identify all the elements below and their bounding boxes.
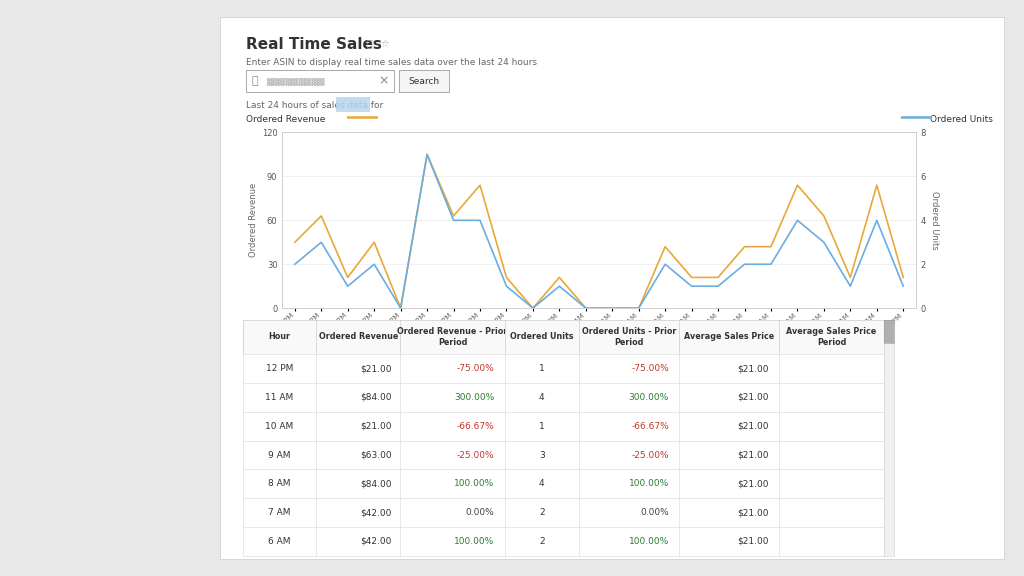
Text: 12 PM: 12 PM: [266, 364, 293, 373]
Text: -75.00%: -75.00%: [457, 364, 495, 373]
Text: 2: 2: [539, 508, 545, 517]
Text: 9 AM: 9 AM: [268, 450, 291, 460]
Text: $63.00: $63.00: [360, 450, 392, 460]
Text: 300.00%: 300.00%: [629, 393, 669, 402]
Text: $84.00: $84.00: [360, 393, 392, 402]
Text: Ordered Units: Ordered Units: [510, 332, 573, 342]
Text: $42.00: $42.00: [360, 508, 392, 517]
Text: Average Sales Price
Period: Average Sales Price Period: [786, 327, 877, 347]
Text: -25.00%: -25.00%: [457, 450, 495, 460]
Text: ▓▓▓▓▓▓▓▓▓: ▓▓▓▓▓▓▓▓▓: [266, 77, 325, 86]
Text: -66.67%: -66.67%: [457, 422, 495, 431]
Text: 100.00%: 100.00%: [454, 537, 495, 546]
Text: $21.00: $21.00: [737, 422, 769, 431]
Text: -25.00%: -25.00%: [631, 450, 669, 460]
Text: $21.00: $21.00: [360, 364, 392, 373]
Text: 6 AM: 6 AM: [268, 537, 291, 546]
Text: 1: 1: [539, 422, 545, 431]
Text: Ordered Units - Prior
Period: Ordered Units - Prior Period: [582, 327, 676, 347]
Text: 100.00%: 100.00%: [629, 479, 669, 488]
Text: ☆: ☆: [380, 39, 389, 48]
Text: $21.00: $21.00: [737, 450, 769, 460]
Text: ⓘ: ⓘ: [367, 39, 373, 48]
Text: Ordered Revenue - Prior
Period: Ordered Revenue - Prior Period: [397, 327, 508, 347]
Text: $21.00: $21.00: [737, 508, 769, 517]
Text: Hour: Hour: [268, 332, 291, 342]
Text: $21.00: $21.00: [737, 479, 769, 488]
Text: Ordered Revenue: Ordered Revenue: [246, 115, 326, 124]
Text: Enter ASIN to display real time sales data over the last 24 hours: Enter ASIN to display real time sales da…: [246, 58, 537, 67]
Text: 3: 3: [539, 450, 545, 460]
Text: $84.00: $84.00: [360, 479, 392, 488]
Text: $21.00: $21.00: [360, 422, 392, 431]
Text: 300.00%: 300.00%: [454, 393, 495, 402]
Text: 0.00%: 0.00%: [640, 508, 669, 517]
Text: 7 AM: 7 AM: [268, 508, 291, 517]
Y-axis label: Ordered Revenue: Ordered Revenue: [249, 183, 257, 257]
Text: $21.00: $21.00: [737, 364, 769, 373]
Text: Ordered Units: Ordered Units: [930, 115, 992, 124]
Text: 0.00%: 0.00%: [466, 508, 495, 517]
Text: 10 AM: 10 AM: [265, 422, 294, 431]
Text: ×: ×: [379, 75, 389, 88]
Y-axis label: Ordered Units: Ordered Units: [930, 191, 939, 249]
Text: 4: 4: [539, 393, 545, 402]
Text: 2: 2: [539, 537, 545, 546]
Text: 4: 4: [539, 479, 545, 488]
Text: 100.00%: 100.00%: [454, 479, 495, 488]
Text: $21.00: $21.00: [737, 537, 769, 546]
Text: Real Time Sales: Real Time Sales: [246, 37, 382, 52]
Text: Ordered Revenue: Ordered Revenue: [318, 332, 398, 342]
Text: 100.00%: 100.00%: [629, 537, 669, 546]
Text: $21.00: $21.00: [737, 393, 769, 402]
Text: 8 AM: 8 AM: [268, 479, 291, 488]
Text: -75.00%: -75.00%: [631, 364, 669, 373]
Text: 11 AM: 11 AM: [265, 393, 294, 402]
Text: 1: 1: [539, 364, 545, 373]
Text: -66.67%: -66.67%: [631, 422, 669, 431]
Text: Last 24 hours of sales data for: Last 24 hours of sales data for: [246, 101, 389, 110]
Text: Search: Search: [409, 77, 439, 86]
Text: ⌕: ⌕: [252, 76, 258, 86]
Text: Average Sales Price: Average Sales Price: [684, 332, 774, 342]
Text: $42.00: $42.00: [360, 537, 392, 546]
